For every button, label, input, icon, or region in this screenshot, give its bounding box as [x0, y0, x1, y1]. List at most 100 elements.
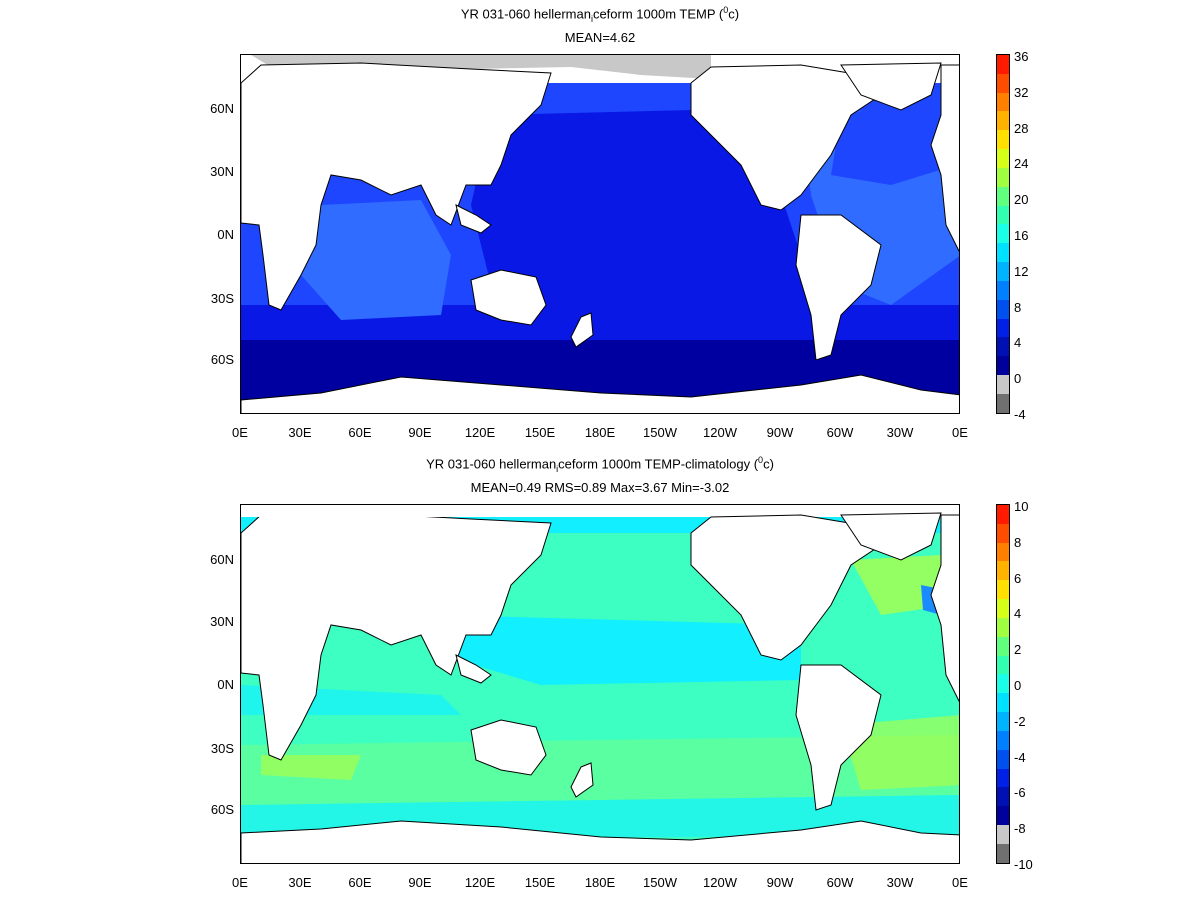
greenland-land: [840, 62, 942, 111]
colorbar-segment: [997, 768, 1009, 788]
panel2-lon-label: 180E: [584, 875, 616, 890]
colorbar-tick-label: -10: [1014, 857, 1033, 872]
panel2-lat-30n: 30N: [210, 614, 234, 629]
north-atlantic-region: [831, 95, 956, 185]
panel1-lon-label: 60W: [826, 425, 854, 440]
colorbar-segment: [997, 73, 1009, 93]
colorbar-tick-label: 4: [1014, 335, 1022, 351]
colorbar-segment: [997, 523, 1009, 543]
colorbar-segment: [997, 149, 1009, 168]
panel1-lon-label: 150E: [524, 425, 556, 440]
panel1-title-unit: c): [728, 6, 740, 22]
colorbar-segment: [997, 111, 1009, 131]
colorbar-segment: [997, 730, 1009, 750]
colorbar-segment: [997, 617, 1009, 637]
colorbar-segment: [997, 318, 1009, 338]
panel1-map-svg: [241, 55, 959, 413]
colorbar-tick-label: 2: [1014, 642, 1022, 658]
panel1-lat-60s: 60S: [210, 352, 234, 367]
colorbar-segment: [997, 55, 1009, 74]
colorbar-segment: [997, 787, 1009, 807]
colorbar-segment: [997, 375, 1009, 394]
colorbar-tick-label: 20: [1014, 192, 1029, 208]
colorbar-tick-label: -8: [1014, 821, 1026, 837]
colorbar-segment: [997, 843, 1009, 863]
colorbar-tick-label: 24: [1014, 156, 1029, 172]
colorbar-segment: [997, 262, 1009, 281]
panel2-title-subscript: i: [556, 463, 559, 474]
australia-land: [470, 719, 547, 776]
maritime-continent-land: [455, 204, 492, 234]
colorbar-segment: [997, 356, 1009, 376]
panel2-title: YR 031-060 hellermaniceform 1000m TEMP-c…: [0, 452, 1200, 477]
colorbar-tick-label: 0: [1014, 371, 1022, 387]
panel2-lon-label: 90E: [408, 875, 432, 890]
panel1-lon-label: 90W: [766, 425, 794, 440]
panel2-lat-60n: 60N: [210, 552, 234, 567]
panel1-lon-label: 0E: [952, 425, 968, 440]
panel1-title-subscript: i: [590, 13, 593, 24]
colorbar-tick-label: 6: [1014, 570, 1022, 586]
colorbar-segment: [997, 693, 1009, 713]
panel2-lon-label: 120W: [703, 875, 737, 890]
colorbar-tick-label: 8: [1014, 534, 1022, 550]
panel2-map-svg: [241, 505, 959, 863]
panel2-lon-label: 0E: [232, 875, 248, 890]
indian-region: [301, 200, 451, 320]
panel2-lon-label: 60W: [826, 875, 854, 890]
europe-africa-west-land: [930, 514, 959, 703]
panel2-title-text-mid: ceform 1000m TEMP-climatology (: [558, 456, 759, 472]
colorbar-tick-label: 8: [1014, 299, 1022, 315]
panel1-lon-label: 180E: [584, 425, 616, 440]
colorbar-segment: [997, 825, 1009, 844]
colorbar-segment: [997, 205, 1009, 225]
southern-green-band: [241, 735, 959, 805]
panel1-lat-30s: 30S: [210, 291, 234, 306]
north-america-land: [690, 514, 882, 661]
colorbar-segment: [997, 749, 1009, 769]
panel2-title-superscript: 0: [758, 455, 764, 465]
colorbar-tick-label: 28: [1014, 120, 1029, 136]
panel2-lon-label: 150E: [524, 875, 556, 890]
panel1-lat-0n: 0N: [217, 227, 234, 242]
panel1-title-text: YR 031-060 hellerman: [460, 6, 591, 22]
antarctica-land: [241, 374, 959, 413]
equatorial-cyan: [441, 615, 801, 685]
colorbar-segment: [997, 505, 1009, 524]
panel2-lon-label: 150W: [643, 875, 677, 890]
australia-land: [470, 269, 547, 326]
panel1-lat-60n: 60N: [210, 101, 234, 116]
panel1-lon-label: 30W: [886, 425, 914, 440]
antarctica-land: [241, 820, 959, 863]
colorbar-segment: [997, 712, 1009, 731]
colorbar-segment: [997, 806, 1009, 826]
colorbar-tick-label: 10: [1014, 499, 1029, 514]
colorbar-segment: [997, 186, 1009, 206]
panel1-lat-30n: 30N: [210, 164, 234, 179]
colorbar-segment: [997, 167, 1009, 187]
panel2-lon-label: 90W: [766, 875, 794, 890]
panel1-subtitle: MEAN=4.62: [564, 30, 636, 45]
panel1-lon-label: 0E: [232, 425, 248, 440]
colorbar-segment: [997, 224, 1009, 244]
panel2-lat-60s: 60S: [210, 802, 234, 817]
colorbar-segment: [997, 243, 1009, 263]
panel1-title: YR 031-060 hellermaniceform 1000m TEMP (…: [0, 2, 1200, 27]
panel2-map: [240, 504, 960, 864]
colorbar-segment: [997, 599, 1009, 618]
colorbar-tick-label: 0: [1014, 678, 1022, 693]
panel2-lon-label: 60E: [348, 875, 372, 890]
panel1-title-text-mid: ceform 1000m TEMP (: [592, 6, 724, 22]
panel2-lon-label: 0E: [952, 875, 968, 890]
colorbar-tick-label: -4: [1014, 749, 1026, 765]
panel2-lat-30s: 30S: [210, 741, 234, 756]
panel1-lon-label: 150W: [643, 425, 677, 440]
north-america-land: [690, 64, 882, 211]
panel2-lon-label: 30E: [288, 875, 312, 890]
colorbar-segment: [997, 299, 1009, 319]
panel1-title-superscript: 0: [723, 5, 729, 15]
colorbar-segment: [997, 92, 1009, 112]
colorbar-tick-label: 4: [1014, 606, 1022, 622]
colorbar-tick-label: 12: [1014, 263, 1029, 279]
colorbar-segment: [997, 130, 1009, 150]
